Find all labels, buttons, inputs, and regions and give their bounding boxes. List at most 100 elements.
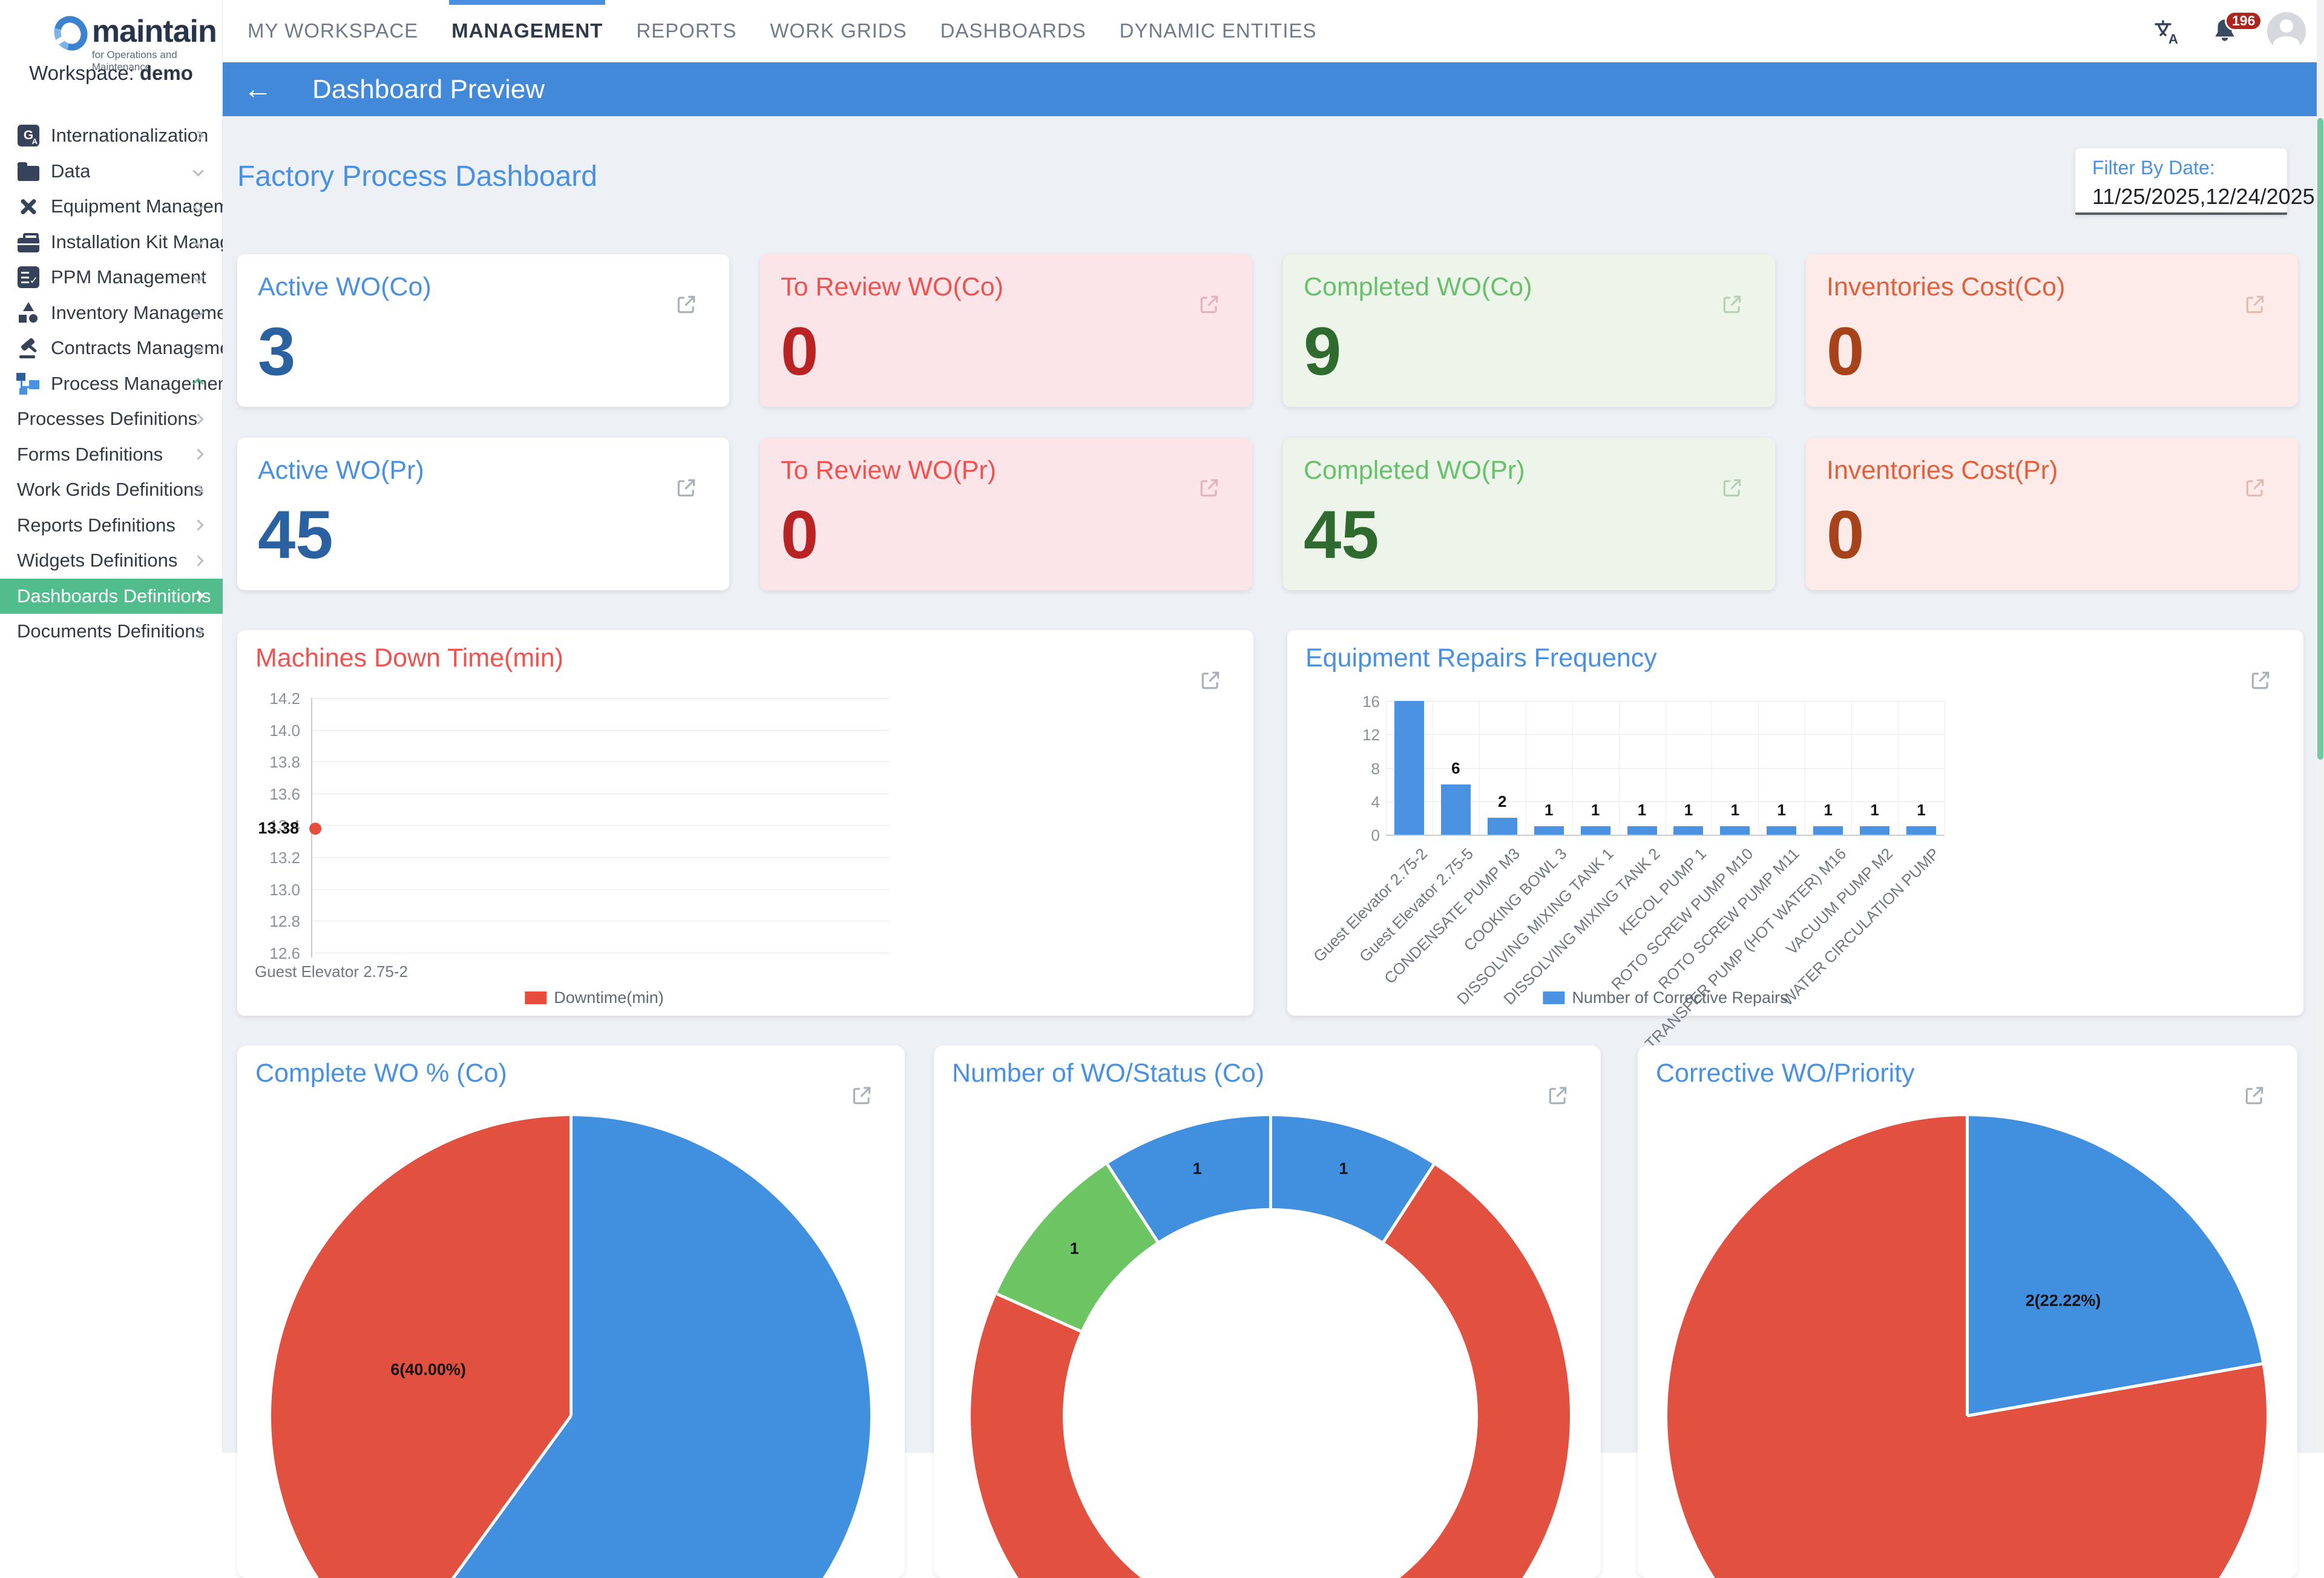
y-tick: 13.6 [269, 784, 300, 803]
avatar[interactable] [2267, 12, 2306, 51]
sidebar-item-documents-definitions[interactable]: Documents Definitions [0, 614, 223, 649]
kpi-title: Active WO(Co) [258, 272, 432, 301]
slice-divider [1965, 1116, 1969, 1416]
gridline [1898, 701, 1899, 835]
bar-vacuum-pump-m2 [1860, 826, 1890, 835]
sidebar-item-processes-definitions[interactable]: Processes Definitions [0, 401, 223, 437]
bar-value-label: 1 [1684, 801, 1693, 820]
kpi-grid: Active WO(Co) 3 To Review WO(Co) 0 Completed… [237, 254, 2298, 590]
sidebar-item-internationalization[interactable]: G A Internationalization [0, 118, 223, 154]
y-tick: 16 [1362, 692, 1380, 711]
legend-swatch [525, 991, 547, 1004]
kpi-value: 3 [258, 314, 296, 389]
tab-management[interactable]: MANAGEMENT [449, 0, 606, 62]
bell-icon[interactable]: 196 [2209, 10, 2263, 47]
y-tick: 13.8 [269, 753, 300, 772]
svg-text:A: A [2168, 31, 2178, 46]
gridline [1618, 701, 1620, 835]
gridline [311, 698, 890, 699]
back-button[interactable]: ← [243, 73, 272, 105]
translate-icon[interactable]: A [2151, 16, 2182, 47]
tab-work-grids[interactable]: WORK GRIDS [770, 19, 907, 42]
chart-title: Number of WO/Status (Co) [952, 1059, 1265, 1088]
kpi-value: 0 [781, 497, 819, 573]
sidebar-item-ppm-management[interactable]: ✓ PPM Management [0, 260, 223, 295]
kpi-title: Completed WO(Pr) [1304, 456, 1525, 485]
kpi-card-inventories-cost-co[interactable]: Inventories Cost(Co) 0 [1806, 254, 2298, 407]
bar-value-label: 1 [1730, 801, 1740, 820]
sidebar-menu: G A Internationalization Data Equipment Mana… [0, 118, 223, 649]
sidebar-item-process-management[interactable]: Process Management [0, 366, 223, 402]
logo-icon [48, 10, 94, 57]
gridline [1851, 701, 1853, 835]
bar-guest-elevator-2-75-5 [1440, 784, 1471, 835]
sidebar-subitem-label: Forms Definitions [17, 443, 163, 465]
kpi-card-inventories-cost-pr[interactable]: Inventories Cost(Pr) 0 [1806, 438, 2298, 590]
kpi-title: Active WO(Pr) [258, 456, 424, 485]
kpi-title: Inventories Cost(Pr) [1827, 456, 2058, 485]
toolbox-icon [15, 229, 42, 255]
chart-legend: Number of Corrective Repairs [1543, 988, 1788, 1007]
sidebar-item-forms-definitions[interactable]: Forms Definitions [0, 437, 223, 473]
kpi-title: Completed WO(Co) [1304, 272, 1532, 301]
y-tick: 12 [1362, 726, 1380, 745]
sidebar-item-reports-definitions[interactable]: Reports Definitions [0, 508, 223, 544]
kpi-card-active-wo-co[interactable]: Active WO(Co) 3 [237, 254, 729, 407]
sidebar-item-label: Data [51, 160, 91, 182]
scrollbar-track[interactable] [2317, 0, 2324, 1453]
bar-condensate-pump-m3 [1487, 818, 1517, 835]
chart-title: Complete WO % (Co) [255, 1059, 507, 1088]
kpi-card-completed-wo-co[interactable]: Completed WO(Co) 9 [1283, 254, 1775, 407]
folder-icon [15, 159, 42, 184]
legend-label: Number of Corrective Repairs [1572, 988, 1788, 1007]
tab-my-workspace[interactable]: MY WORKSPACE [248, 19, 419, 42]
sidebar-item-dashboards-definitions[interactable]: Dashboards Definitions [0, 578, 223, 614]
pie-slice-label: 2(22.22%) [2025, 1291, 2101, 1310]
bar-value-label: 1 [1777, 801, 1787, 820]
kpi-card-completed-wo-pr[interactable]: Completed WO(Pr) 45 [1283, 438, 1775, 590]
sidebar-subitem-label: Dashboards Definitions [17, 585, 211, 607]
chart-machines-downtime: Machines Down Time(min) 14.2 14.0 13.8 13.6 1… [237, 630, 1253, 1016]
bar-guest-elevator-2-75-2 [1394, 701, 1424, 835]
kpi-card-to-review-wo-co[interactable]: To Review WO(Co) 0 [760, 254, 1252, 407]
sidebar-item-installation-kit-manag[interactable]: Installation Kit Manag... [0, 225, 223, 260]
sidebar-item-contracts-management[interactable]: Contracts Management [0, 330, 223, 366]
sidebar-item-label: PPM Management [51, 266, 206, 288]
y-tick: 13.0 [269, 880, 300, 899]
kpi-title: To Review WO(Co) [781, 272, 1003, 301]
gridline [1758, 701, 1759, 835]
bar-roto-screw-pump-m10 [1720, 826, 1750, 835]
sidebar-item-label: Inventory Management [51, 301, 223, 323]
y-tick: 4 [1371, 792, 1380, 811]
chevron-down-icon [192, 165, 204, 177]
kpi-value: 9 [1304, 314, 1342, 389]
x-axis [1386, 835, 1945, 836]
sidebar-item-data[interactable]: Data [0, 154, 223, 189]
top-nav: MY WORKSPACE MANAGEMENT REPORTS WORK GRIDS D… [223, 0, 2324, 62]
tab-dashboards[interactable]: DASHBOARDS [940, 19, 1086, 42]
tab-dynamic-entities[interactable]: DYNAMIC ENTITIES [1119, 19, 1317, 42]
tab-reports[interactable]: REPORTS [636, 19, 737, 42]
sidebar-item-work-grids-definitions[interactable]: Work Grids Definitions [0, 472, 223, 508]
scrollbar-thumb[interactable] [2317, 118, 2323, 760]
logo-title: maintain [91, 14, 217, 49]
chevron-right-icon [192, 519, 204, 531]
chevron-right-icon [192, 449, 204, 460]
data-point [309, 822, 321, 835]
date-filter[interactable]: Filter By Date: 11/25/2025,12/24/2025 [2075, 148, 2315, 215]
sidebar-item-equipment-managem[interactable]: Equipment Managem... [0, 189, 223, 225]
chart-wo-by-status-co: Number of WO/Status (Co) 1 1 1 [934, 1045, 1601, 1578]
sidebar-item-widgets-definitions[interactable]: Widgets Definitions [0, 543, 223, 579]
page-title: Factory Process Dashboard [237, 160, 597, 192]
gridline [311, 761, 890, 763]
bar-value-label: 1 [1823, 801, 1833, 820]
slice-divider [569, 1116, 573, 1416]
sidebar-item-label: Process Management [51, 372, 223, 394]
y-tick: 12.6 [269, 944, 300, 962]
gavel-icon [15, 335, 42, 361]
kpi-card-to-review-wo-pr[interactable]: To Review WO(Pr) 0 [760, 438, 1252, 590]
bar-value-label: 1 [1544, 801, 1554, 820]
kpi-card-active-wo-pr[interactable]: Active WO(Pr) 45 [237, 438, 729, 590]
sidebar-item-inventory-management[interactable]: Inventory Management [0, 295, 223, 331]
